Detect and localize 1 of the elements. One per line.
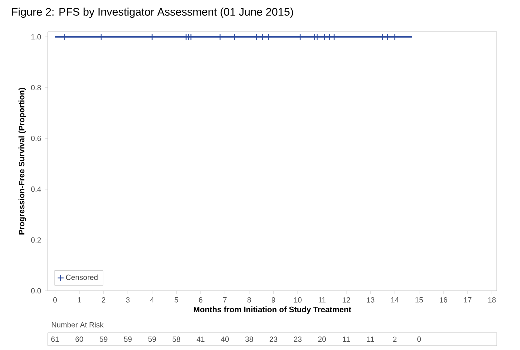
chart-title: Figure 2: PFS by Investigator Assessment (01 June 2015) xyxy=(12,8,294,18)
